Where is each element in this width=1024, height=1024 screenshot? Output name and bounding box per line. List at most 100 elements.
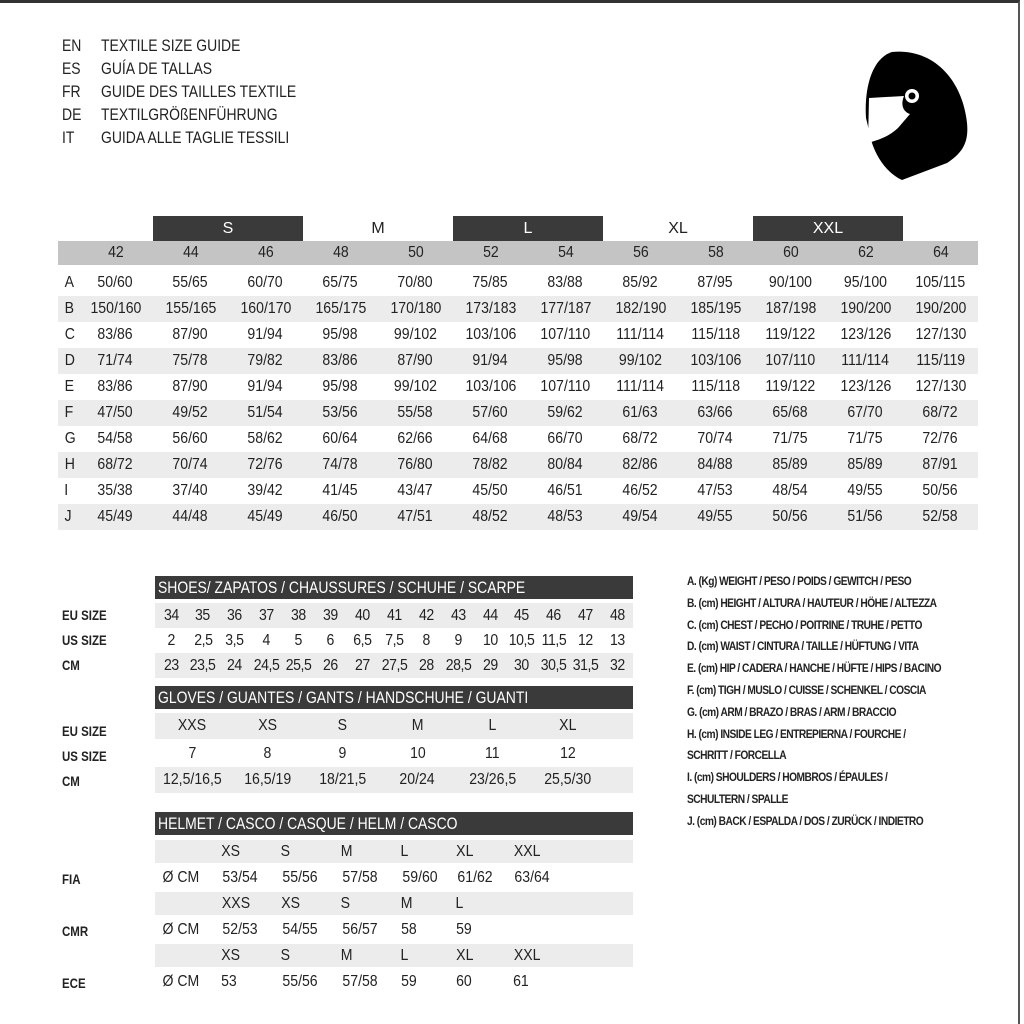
table-cell-text: 182/190 <box>615 300 666 317</box>
table-cell-text: 6 <box>326 632 335 649</box>
table-cell-text: 70/74 <box>172 456 209 473</box>
table-cell: 2,5 <box>187 628 219 653</box>
eu-size-header-text: 58 <box>707 244 724 261</box>
table-cell-text: 27 <box>354 657 370 674</box>
table-cell: 45 <box>506 603 538 628</box>
table-cell-text: 115/119 <box>916 352 965 369</box>
legend-item: E. (cm) HIP / CADERA / HANCHE / HÜFTE / … <box>687 661 986 675</box>
table-cell-text: 7 <box>188 745 197 762</box>
table-cell-text: 10 <box>482 632 498 649</box>
table-cell-text: 165/175 <box>315 300 366 317</box>
standard-label-text: CMR <box>62 923 89 939</box>
row-label-text: EU SIZE <box>62 723 107 739</box>
table-cell-text: 41/45 <box>322 482 359 499</box>
table-cell: 55/58 <box>378 400 453 426</box>
table-cell: 27,5 <box>378 653 410 678</box>
table-cell: 4 <box>251 628 283 653</box>
table-cell-text: 150/160 <box>90 300 141 317</box>
table-cell: 48/53 <box>528 504 603 530</box>
table-cell: 11,5 <box>538 628 570 653</box>
table-cell: 3,5 <box>219 628 251 653</box>
table-cell: 46/50 <box>303 504 378 530</box>
helmet-size: S <box>280 944 291 967</box>
language-code: EN <box>62 34 86 57</box>
table-cell: 185/195 <box>678 296 753 322</box>
helmet-size-text: S <box>280 947 291 964</box>
table-cell: 34 <box>155 603 187 628</box>
table-cell: 70/74 <box>153 452 228 478</box>
table-cell-text: 99/102 <box>618 352 663 369</box>
table-cell-text: 39/42 <box>247 482 284 499</box>
language-code-text: IT <box>62 128 75 147</box>
table-cell: XS <box>230 713 305 739</box>
table-cell-text: 72/76 <box>247 456 284 473</box>
helmet-size: M <box>340 840 353 863</box>
table-cell: 75/78 <box>153 348 228 374</box>
table-cell-text: 47/50 <box>97 404 134 421</box>
helmet-value-text: 59/60 <box>402 869 438 886</box>
table-cell-text: 107/110 <box>540 326 591 343</box>
row-label: US SIZE <box>62 628 116 653</box>
table-cell-text: 50/56 <box>772 508 809 525</box>
table-cell: 27 <box>346 653 378 678</box>
shoes-section-header-text: SHOES/ ZAPATOS / CHAUSSURES / SCHUHE / S… <box>158 578 526 597</box>
table-cell-text: 87/95 <box>697 274 734 291</box>
standard-label: FIA <box>62 867 85 892</box>
table-cell: 83/88 <box>528 270 603 296</box>
table-cell: 29 <box>474 653 506 678</box>
table-cell-text: 45 <box>514 607 530 624</box>
table-cell-text: 12 <box>559 745 576 762</box>
eu-size-header: 48 <box>303 241 378 265</box>
table-row-stripe <box>155 653 633 678</box>
table-cell: 47/53 <box>678 478 753 504</box>
row-label-text: EU SIZE <box>62 607 107 623</box>
helmet-value-text: 54/55 <box>282 921 318 938</box>
table-cell: 65/68 <box>753 400 828 426</box>
table-cell-text: 24,5 <box>253 657 280 674</box>
table-cell: 41/45 <box>303 478 378 504</box>
table-cell: 35 <box>187 603 219 628</box>
shoes-section-header: SHOES/ ZAPATOS / CHAUSSURES / SCHUHE / S… <box>155 576 633 599</box>
table-cell: 24,5 <box>251 653 283 678</box>
table-cell-text: 40 <box>354 607 370 624</box>
title-text: GUIDE DES TAILLES TEXTILE <box>101 80 339 103</box>
table-cell-text: 35 <box>195 607 211 624</box>
table-cell-text: 37 <box>259 607 275 624</box>
table-cell-text: 25,5/30 <box>544 771 591 788</box>
table-cell: 177/187 <box>528 296 603 322</box>
table-cell: 38 <box>283 603 315 628</box>
row-label-text: C <box>64 326 75 343</box>
eu-size-header: 54 <box>528 241 603 265</box>
helmet-size: XXL <box>512 840 542 863</box>
table-cell-text: 95/100 <box>843 274 888 291</box>
table-cell-text: 11 <box>485 745 500 762</box>
table-cell: 62/66 <box>378 426 453 452</box>
unit-label-text: Ø CM <box>162 869 200 886</box>
table-cell-text: 7,5 <box>385 632 404 649</box>
table-cell-text: 23 <box>163 657 179 674</box>
eu-size-header-text: 50 <box>407 244 424 261</box>
table-cell-text: 25,5 <box>285 657 312 674</box>
helmet-size-text: S <box>340 895 351 912</box>
table-cell-text: 46/50 <box>322 508 359 525</box>
table-cell: 57/60 <box>453 400 528 426</box>
table-cell-text: 47 <box>578 607 594 624</box>
table-cell: 165/175 <box>303 296 378 322</box>
table-cell: 7,5 <box>378 628 410 653</box>
table-cell: 90/100 <box>753 270 828 296</box>
eu-size-header-text: 46 <box>257 244 274 261</box>
helmet-size-text: L <box>455 895 464 912</box>
table-cell: 48/52 <box>453 504 528 530</box>
table-cell-text: XXS <box>178 717 207 734</box>
helmet-value-text: 60 <box>456 973 472 990</box>
table-cell-text: XL <box>558 717 577 734</box>
table-cell-text: 23,5 <box>190 657 216 674</box>
helmet-size: S <box>280 840 291 863</box>
legend-item: I. (cm) SHOULDERS / HOMBROS / ÉPAULES / <box>687 770 923 784</box>
table-cell: 99/102 <box>378 322 453 348</box>
table-cell: 107/110 <box>753 348 828 374</box>
table-cell-text: 30 <box>514 657 530 674</box>
table-cell: 2 <box>155 628 187 653</box>
table-cell-text: 32 <box>610 657 625 674</box>
